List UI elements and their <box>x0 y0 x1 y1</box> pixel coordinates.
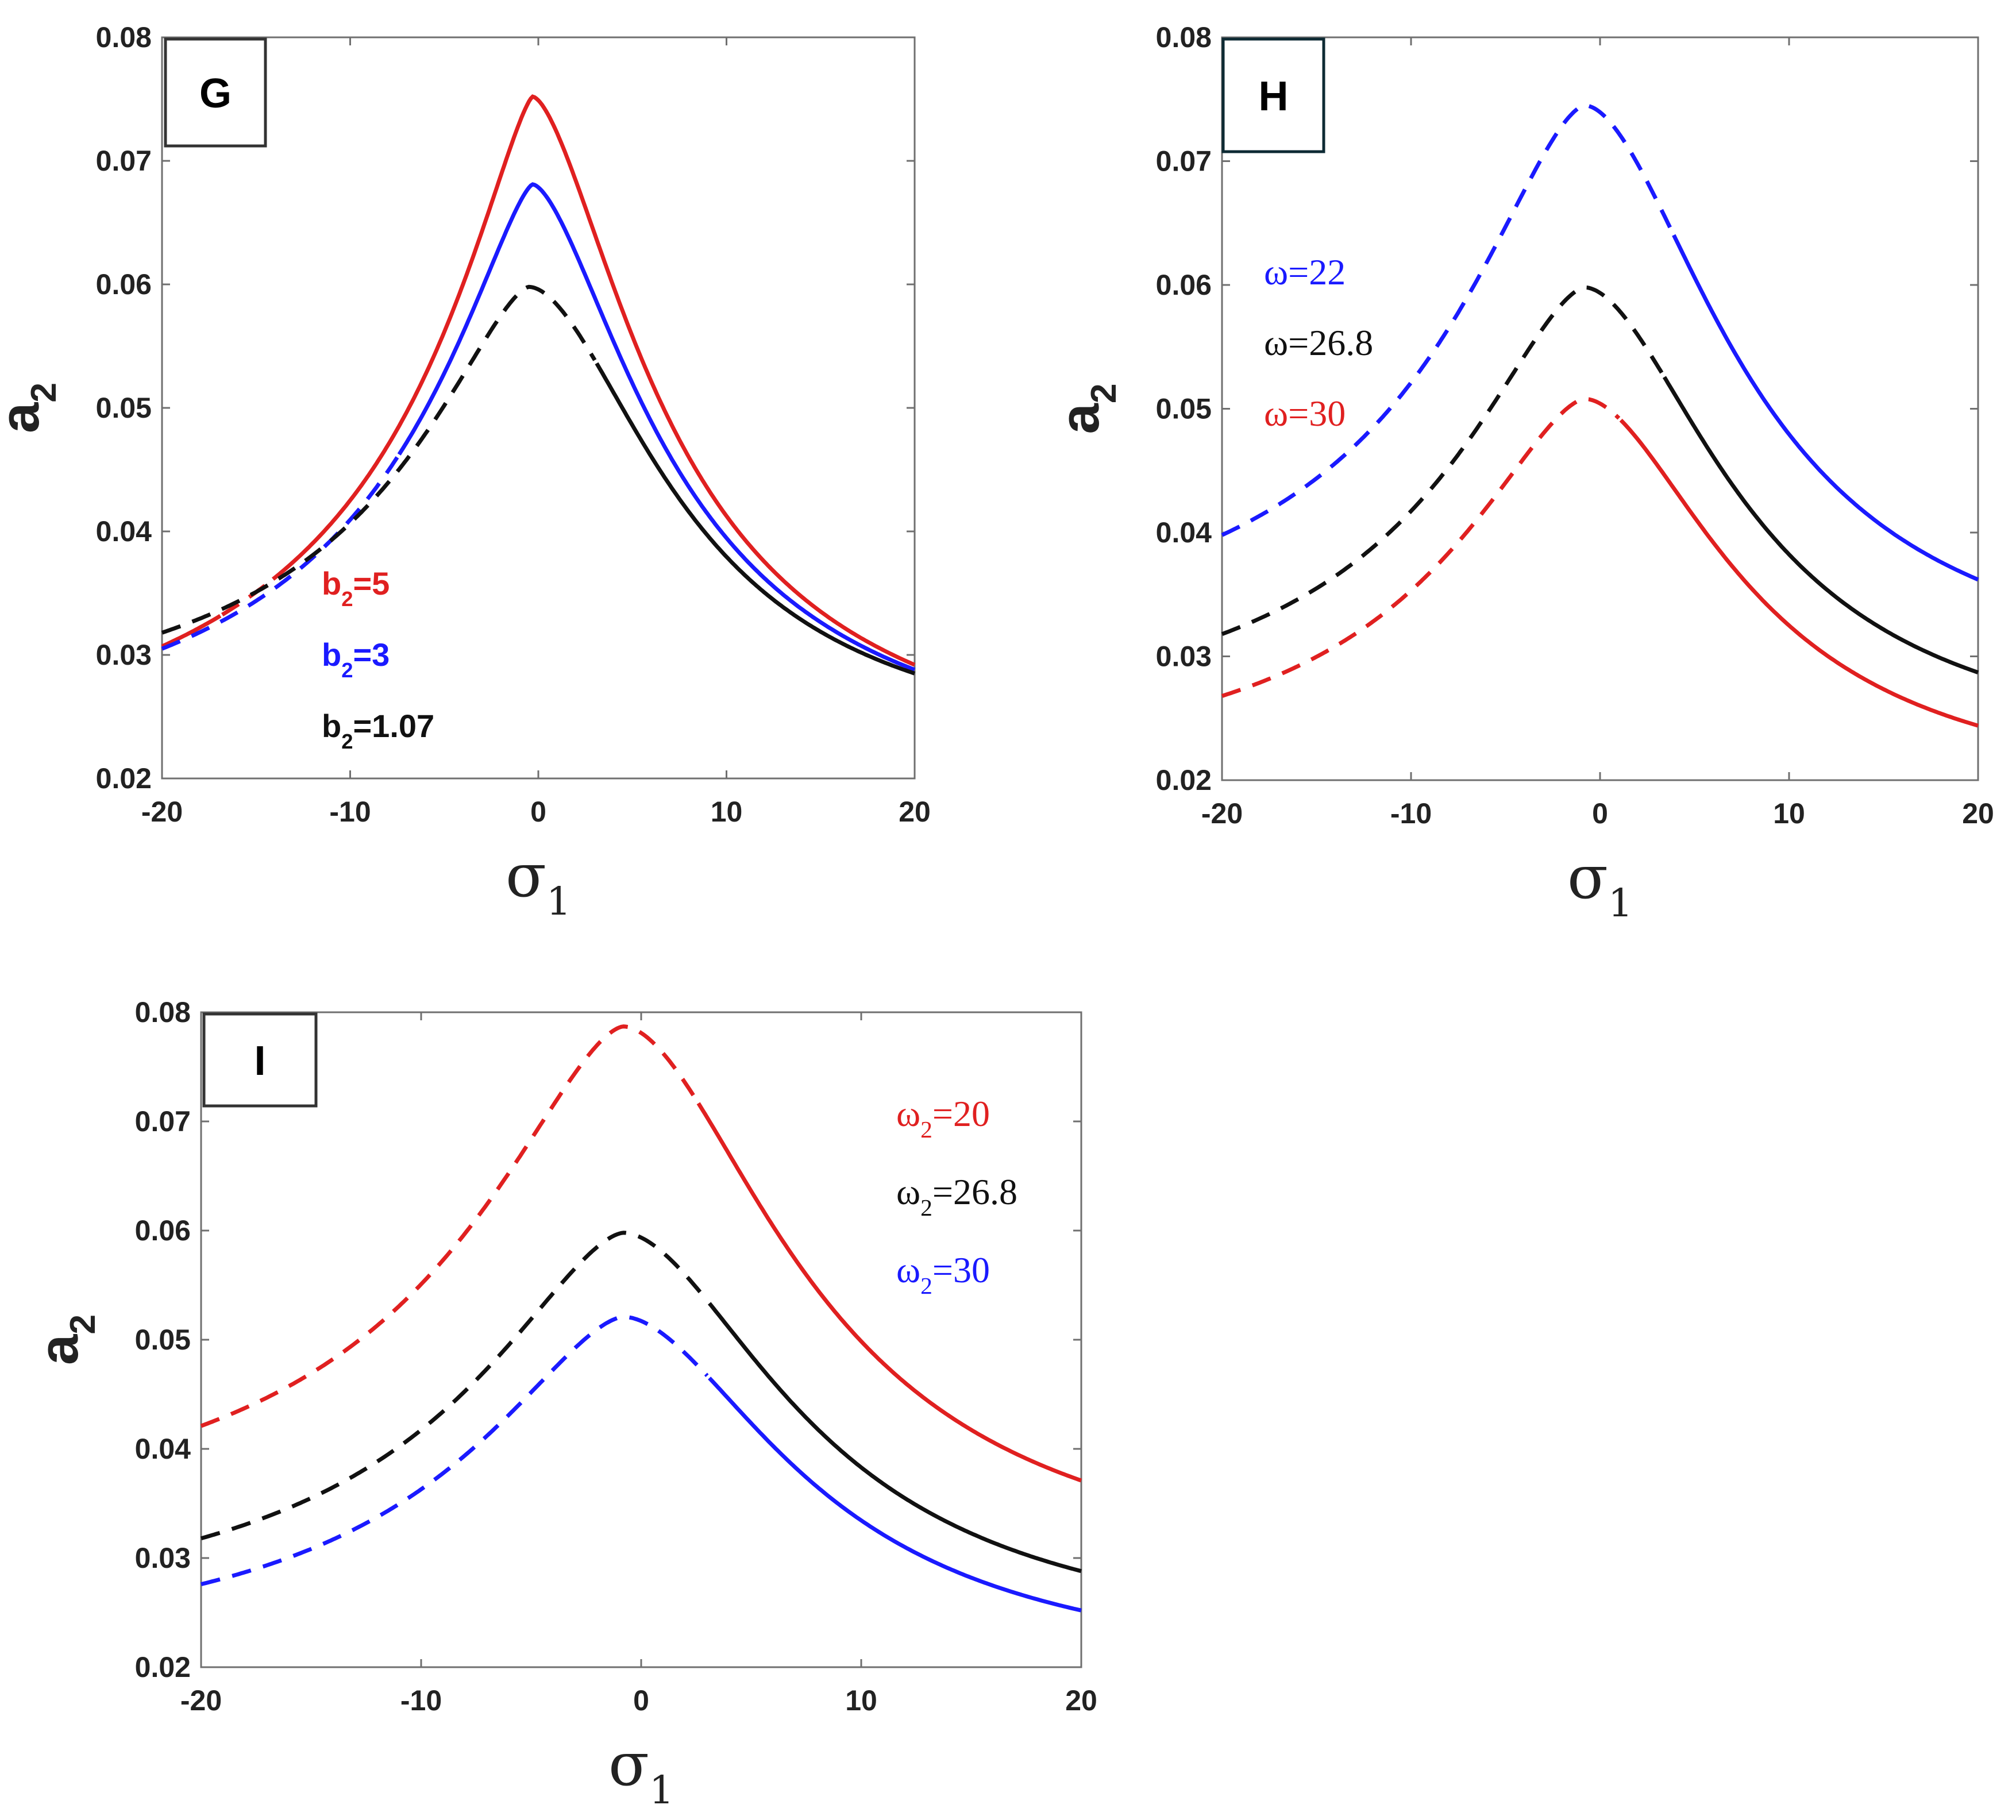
panel-tag-box <box>1221 37 1325 153</box>
y-tick-label: 0.06 <box>135 1214 191 1247</box>
y-tick-label: 0.04 <box>96 515 152 547</box>
y-tick-label: 0.04 <box>135 1433 191 1465</box>
x-axis-label: σ1 <box>608 1729 674 1813</box>
y-tick-label: 0.08 <box>96 21 152 53</box>
y-tick-label: 0.06 <box>1156 269 1212 301</box>
x-tick-label: 10 <box>845 1684 877 1717</box>
x-tick-label: -20 <box>1201 797 1243 830</box>
x-axis-label: σ1 <box>1567 842 1633 926</box>
panel-tag-box <box>202 1012 318 1108</box>
series-b25-solid-line <box>271 94 916 667</box>
x-tick-label: 20 <box>1065 1684 1097 1717</box>
series-26-8-dashed-line <box>1221 285 1664 636</box>
y-tick-label: 0.02 <box>96 762 152 795</box>
y-tick-label: 0.05 <box>135 1324 191 1356</box>
legend-entry: ω2=20 <box>896 1093 990 1143</box>
legend-entry: b2=1.07 <box>322 708 434 753</box>
x-tick-label: 10 <box>711 796 743 828</box>
x-tick-label: -10 <box>400 1684 442 1717</box>
x-tick-label: 0 <box>1592 797 1608 830</box>
panel-tag-label: I <box>254 1038 265 1084</box>
series-22-solid-line <box>1672 234 1979 582</box>
y-tick-label: 0.05 <box>1156 393 1212 425</box>
y-axis-label: a2 <box>0 383 64 433</box>
y-tick-label: 0.02 <box>1156 764 1212 796</box>
series-230-solid-line <box>708 1376 1082 1613</box>
plot-frame <box>161 36 916 780</box>
series-220-dashed-line <box>200 1024 698 1428</box>
x-tick-label: -20 <box>180 1684 222 1717</box>
plot-frame <box>1221 36 1979 781</box>
y-tick-label: 0.06 <box>96 268 152 300</box>
plot-frame <box>200 1011 1082 1668</box>
x-tick-label: 20 <box>899 796 931 828</box>
y-tick-label: 0.08 <box>1156 21 1212 53</box>
y-axis-label: a2 <box>28 1314 103 1365</box>
legend-entry: ω=26.8 <box>1264 322 1373 363</box>
series-b23-dashed-line <box>161 456 399 651</box>
series-226-8-dashed-line <box>201 1231 709 1541</box>
legend-entry: b2=5 <box>322 565 390 611</box>
x-tick-label: -10 <box>1390 797 1432 830</box>
panel-g: 0.02 0.03 0.04 0.05 0.06 0.07 0.08 -20 -10 0 10 20 σ… <box>0 21 931 924</box>
x-tick-label: -10 <box>329 796 371 828</box>
series-b25-solid-line <box>161 614 222 649</box>
x-tick-label: 0 <box>633 1684 649 1717</box>
y-tick-label: 0.03 <box>1156 641 1212 673</box>
y-tick-label: 0.03 <box>96 639 152 671</box>
legend-entry: ω=30 <box>1264 393 1346 434</box>
series-30-dashed-line <box>1221 396 1621 698</box>
series-226-8-solid-line <box>708 1302 1082 1574</box>
y-tick-label: 0.07 <box>96 145 152 177</box>
panel-i: 0.02 0.03 0.04 0.05 0.06 0.07 0.08 -20 -10 0 10 20 σ… <box>28 996 1097 1813</box>
y-axis-label: a2 <box>1049 383 1124 434</box>
panel-tag-label: G <box>199 71 232 117</box>
panel-tag-label: H <box>1259 74 1289 119</box>
legend-entry: ω2=26.8 <box>896 1171 1017 1221</box>
panel-tag-box <box>164 37 267 148</box>
y-tick-label: 0.07 <box>1156 145 1212 178</box>
x-axis-label: σ1 <box>506 840 571 924</box>
y-tick-label: 0.04 <box>1156 516 1212 549</box>
series-30-solid-line <box>1619 418 1979 728</box>
y-tick-label: 0.05 <box>96 392 152 424</box>
series-26-8-solid-line <box>1662 376 1979 674</box>
series-b21-07-dashed-line <box>161 284 597 635</box>
series-b21-07-solid-line <box>595 362 916 676</box>
panel-h: 0.02 0.03 0.04 0.05 0.06 0.07 0.08 -20 -10 0 10 20 σ… <box>1049 21 1994 926</box>
series-b23-solid-line <box>397 182 916 672</box>
x-tick-label: 10 <box>1773 797 1805 830</box>
x-tick-label: 0 <box>530 796 546 828</box>
x-tick-label: 20 <box>1962 797 1994 830</box>
legend-entry: ω=22 <box>1264 252 1346 292</box>
y-tick-label: 0.07 <box>135 1105 191 1138</box>
series-220-solid-line <box>696 1102 1082 1483</box>
legend-entry: ω2=30 <box>896 1250 990 1299</box>
y-tick-label: 0.02 <box>135 1651 191 1683</box>
legend-entry: b2=3 <box>322 637 390 682</box>
y-tick-label: 0.03 <box>135 1542 191 1574</box>
y-tick-label: 0.08 <box>135 996 191 1028</box>
x-tick-label: -20 <box>141 796 183 828</box>
series-22-dashed-line <box>1221 103 1674 537</box>
